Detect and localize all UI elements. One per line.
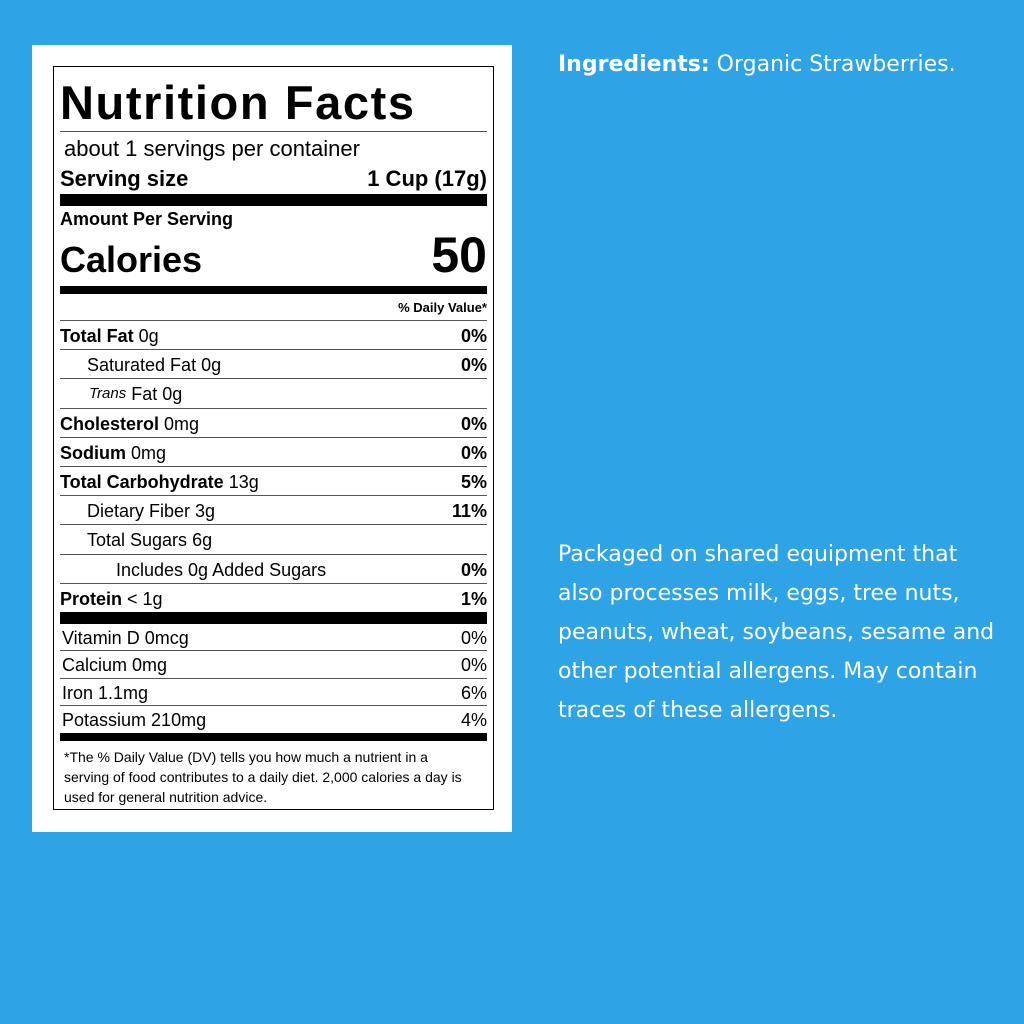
nutrient-amount: 0mg xyxy=(164,413,200,434)
nutrient-name: Protein xyxy=(60,588,123,609)
nutrition-label: Nutrition Facts about 1 servings per con… xyxy=(53,66,494,810)
nutrient-row: Total Carbohydrate 13g 5% xyxy=(60,467,487,497)
nutrient-row: Trans Fat 0g xyxy=(60,379,487,409)
nutrient-dv: 1% xyxy=(460,588,487,609)
divider xyxy=(60,286,487,294)
nutrient-amount: < 1g xyxy=(127,588,163,609)
ingredients-text: Organic Strawberries. xyxy=(716,52,956,77)
nutrient-dv: 11% xyxy=(451,501,487,522)
nutrient-row: Cholesterol 0mg 0% xyxy=(60,409,487,438)
servings: about 1 servings per container xyxy=(64,136,360,161)
vitamin-amount: 1.1mg xyxy=(98,682,149,703)
nutrient-name: Cholesterol xyxy=(60,413,160,434)
vitamin-name: Vitamin D xyxy=(62,627,140,648)
nutrient-dv: 0% xyxy=(460,355,487,376)
nutrient-amount: 0g xyxy=(138,326,159,346)
vitamin-dv: 0% xyxy=(460,627,487,648)
nutrient-amount: 0g Added Sugars xyxy=(188,559,327,580)
calories-label: Calories xyxy=(60,239,203,280)
serving-size: Serving size 1 Cup (17g) xyxy=(60,164,487,194)
nutrient-dv: 0% xyxy=(460,413,487,434)
serving-size-label: Serving size xyxy=(60,166,189,191)
vitamin-name: Calcium xyxy=(62,655,128,676)
divider xyxy=(60,611,487,624)
nutrient-name: Total Sugars xyxy=(87,530,188,551)
nutrient-name: Trans xyxy=(89,385,127,403)
nutrient-row: Total Sugars 6g xyxy=(60,525,487,555)
calories-value: 50 xyxy=(431,227,487,283)
nutrient-name: Includes xyxy=(116,559,184,580)
nutrient-dv: 5% xyxy=(460,471,487,492)
vitamin-name: Iron xyxy=(62,682,94,703)
nutrient-dv: 0% xyxy=(460,559,487,580)
vitamin-dv: 6% xyxy=(460,682,487,703)
nutrient-row: Saturated Fat 0g 0% xyxy=(60,350,487,380)
nutrient-dv: 0% xyxy=(460,326,487,346)
label-title: Nutrition Facts xyxy=(60,67,487,132)
vitamin-dv: 0% xyxy=(460,655,487,676)
ingredients: Ingredients: Organic Strawberries. xyxy=(558,52,956,77)
nutrient-row: Dietary Fiber 3g 11% xyxy=(60,496,487,526)
vitamin-row: Calcium 0mg 0% xyxy=(60,651,487,679)
nutrients: Total Fat 0g 0% Saturated Fat 0g 0% Trans Fat 0… xyxy=(60,321,487,612)
divider xyxy=(60,732,487,741)
amount-per-serving: Amount Per Serving xyxy=(60,209,234,229)
nutrient-row: Includes 0g Added Sugars 0% xyxy=(60,555,487,584)
allergen-statement: Packaged on shared equipment that also p… xyxy=(558,542,995,723)
nutrient-dv: 0% xyxy=(460,442,487,463)
nutrient-amount: 13g xyxy=(228,471,259,492)
vitamin-row: Potassium 210mg 4% xyxy=(60,706,487,733)
nutrient-row: Sodium 0mg 0% xyxy=(60,438,487,467)
vitamin-name: Potassium xyxy=(62,710,147,731)
nutrient-amount: 0mg xyxy=(131,442,167,463)
nutrient-name: Saturated Fat xyxy=(87,355,197,376)
nutrient-row: Total Fat 0g 0% xyxy=(60,321,487,351)
nutrient-name: Dietary Fiber xyxy=(87,501,191,522)
label-panel: Nutrition Facts about 1 servings per con… xyxy=(32,45,512,832)
nutrient-amount: 6g xyxy=(192,530,213,551)
serving-size-value: 1 Cup (17g) xyxy=(367,166,487,191)
calories: Calories 50 xyxy=(60,228,487,280)
nutrient-amount: 3g xyxy=(195,501,216,522)
nutrient-row: Protein < 1g 1% xyxy=(60,584,487,612)
vitamin-row: Iron 1.1mg 6% xyxy=(60,679,487,707)
vitamins: Vitamin D 0mcg 0% Calcium 0mg 0% Iron 1.1mg 6% Po… xyxy=(60,624,487,733)
daily-value-header: % Daily Value* xyxy=(60,294,487,321)
vitamin-amount: 0mg xyxy=(132,655,168,676)
footnote: *The % Daily Value (DV) tells you how mu… xyxy=(64,748,462,805)
nutrient-name: Total Carbohydrate xyxy=(60,471,224,492)
vitamin-row: Vitamin D 0mcg 0% xyxy=(60,624,487,652)
nutrient-name: Sodium xyxy=(60,442,126,463)
ingredients-label: Ingredients: xyxy=(558,52,710,77)
nutrient-amount: Fat 0g xyxy=(131,384,183,405)
vitamin-amount: 210mg xyxy=(151,710,207,731)
divider xyxy=(60,194,487,206)
nutrient-amount: 0g xyxy=(201,355,222,376)
nutrient-name: Total Fat xyxy=(60,326,134,346)
vitamin-dv: 4% xyxy=(460,710,487,731)
vitamin-amount: 0mcg xyxy=(144,627,189,648)
